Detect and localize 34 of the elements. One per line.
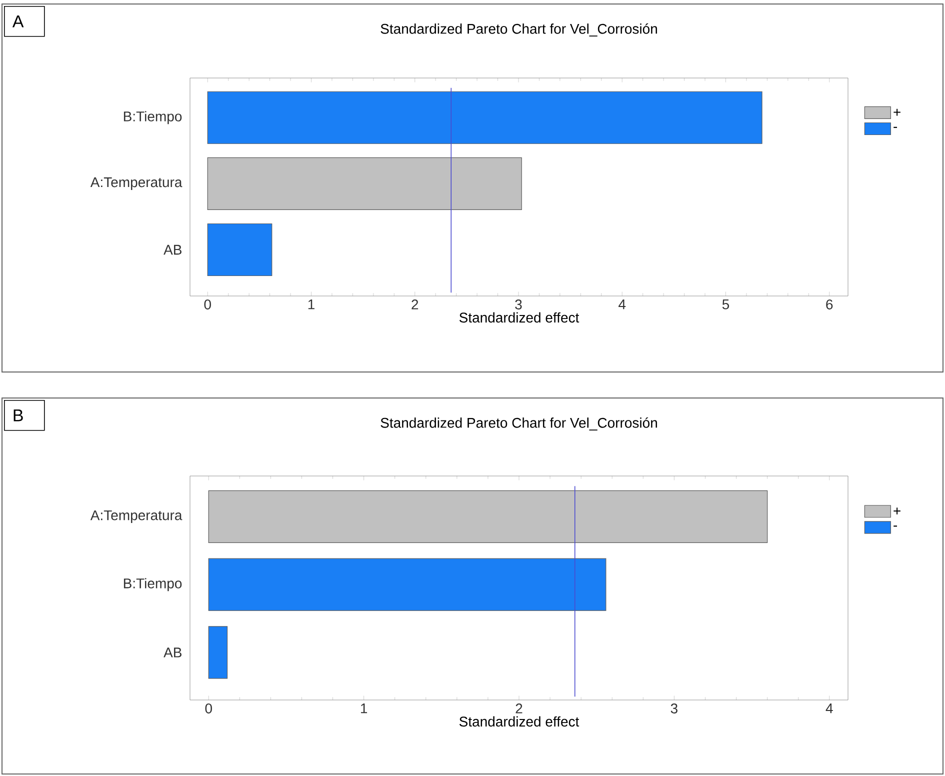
legend-label: + [894, 108, 900, 116]
x-tick-label: 6 [826, 300, 833, 310]
x-tick-label: 0 [205, 704, 212, 714]
y-tick-label: B:Tiempo [124, 578, 182, 592]
x-tick-label: 1 [360, 704, 368, 714]
legend-label: + [894, 508, 900, 514]
x-axis-title: Standardized effect [459, 716, 580, 727]
y-tick-label: AB [164, 244, 182, 255]
x-tick-label: 3 [670, 704, 678, 714]
text: B [14, 410, 23, 422]
legend-label: - [894, 526, 898, 527]
x-tick-label: 4 [618, 300, 626, 310]
chart-title: Standardized Pareto Chart for Vel_Corrosión [380, 23, 657, 36]
x-tick-label: 0 [204, 300, 211, 310]
text: A [12, 16, 24, 28]
x-tick-label: 4 [826, 704, 833, 714]
y-tick-label: A:Temperatura [90, 177, 182, 190]
y-tick-label: A:Temperatura [90, 510, 182, 523]
x-axis-title: Standardized effect [459, 312, 580, 323]
x-tick-label: 3 [515, 300, 522, 310]
bar [208, 626, 228, 679]
y-tick-label: B:Tiempo [124, 111, 182, 124]
x-tick-label: 2 [516, 704, 522, 714]
bar [207, 223, 272, 276]
bar [208, 558, 606, 611]
legend-label: - [894, 126, 898, 128]
x-tick-label: 2 [412, 300, 418, 310]
bar [207, 91, 762, 144]
x-tick-label: 5 [722, 300, 730, 310]
bar [207, 157, 522, 210]
y-tick-label: AB [164, 648, 182, 658]
chart-title: Standardized Pareto Chart for Vel_Corrosión [380, 417, 657, 430]
bar [208, 490, 768, 544]
x-tick-label: 1 [308, 300, 314, 310]
